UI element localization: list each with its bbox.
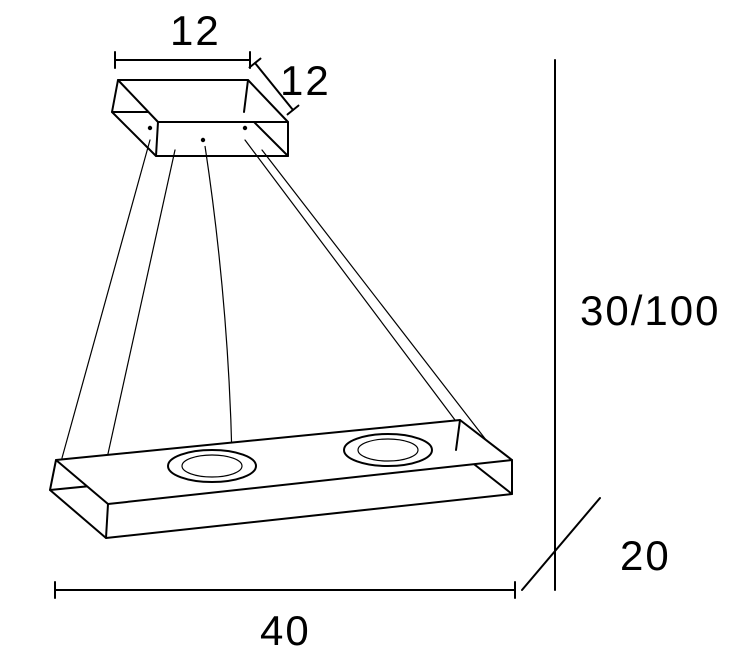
ceiling-canopy	[112, 80, 288, 156]
dim-body-width: 40	[260, 607, 311, 654]
lamp-plate	[50, 420, 512, 538]
dim-top-width: 12	[170, 7, 221, 54]
dim-height: 30/100	[580, 287, 720, 334]
dim-top-depth: 12	[280, 57, 331, 104]
dim-body-depth: 20	[620, 532, 671, 579]
